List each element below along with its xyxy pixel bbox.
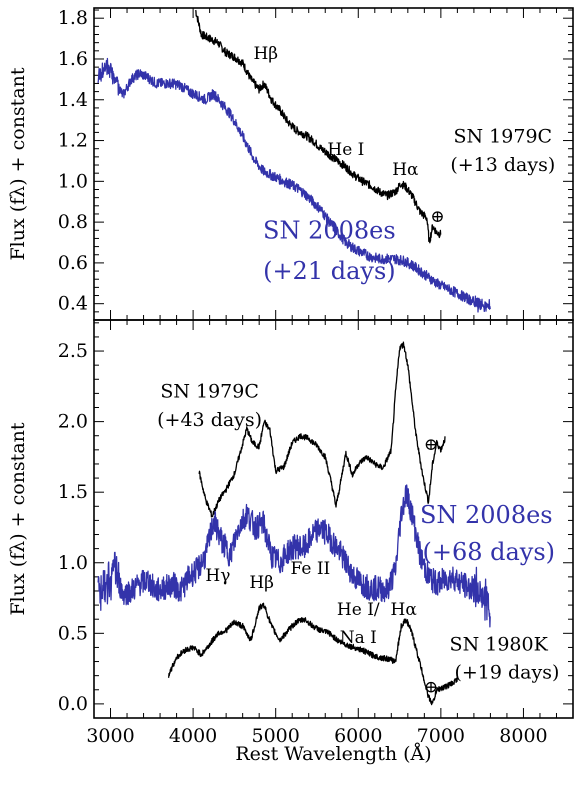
x-tick-label: 6000 [334, 725, 382, 747]
y-tick-label: 0.0 [58, 693, 88, 715]
annotation-label: (+19 days) [454, 661, 559, 683]
annotation-label: (+21 days) [263, 257, 396, 285]
y-axis-label: Flux (fλ) + constant [7, 422, 29, 615]
plot-frame [93, 319, 574, 719]
annotation-label: SN 1979C [454, 126, 553, 148]
y-tick-label: 0.6 [58, 252, 88, 274]
annotation-label: (+68 days) [422, 538, 555, 566]
x-tick-label: 4000 [169, 725, 217, 747]
spectrum-line [97, 484, 491, 628]
y-tick-label: 1.0 [58, 170, 88, 192]
y-tick-label: 1.5 [58, 481, 88, 503]
spectra-group [97, 9, 491, 313]
x-tick-label: 3000 [86, 725, 134, 747]
annotation-label: (+43 days) [157, 409, 262, 431]
y-tick-label: 1.8 [58, 7, 88, 29]
annotation-label: Na I [340, 628, 377, 648]
top-panel: 0.4 0.6 0.8 1.0 1.2 1.4 1.6 1.8 Flux (fλ) + cons… [7, 7, 574, 321]
annotation-label: SN 2008es [263, 216, 396, 244]
y-tick-label: 0.8 [58, 211, 88, 233]
y-tick-label: 1.6 [58, 48, 88, 70]
annotation-label: ⊕ [424, 678, 438, 698]
spectra-group [97, 341, 491, 706]
x-tick-label: 7000 [417, 725, 465, 747]
y-axis-label: Flux (fλ) + constant [7, 67, 29, 260]
y-tick-label: 0.5 [58, 622, 88, 644]
annotation-label: Hα [392, 160, 419, 180]
annotation-label: Hγ [205, 566, 230, 586]
x-tick-label: 5000 [252, 725, 300, 747]
y-tick-label: 2.5 [58, 340, 88, 362]
annotation-label: (+13 days) [450, 154, 555, 176]
x-axis-label: Rest Wavelength (Å) [235, 743, 431, 765]
spectrum-line [97, 57, 491, 313]
spectrum-line [194, 9, 442, 244]
spectrum-line [167, 602, 459, 706]
y-tick-label: 1.2 [58, 130, 88, 152]
annotation-label: SN 1979C [160, 381, 259, 403]
spectrum-line [198, 341, 446, 518]
annotation-label: He I/ [337, 600, 380, 620]
annotation-label: Hβ [253, 44, 278, 64]
y-tick-label: 1.4 [58, 89, 88, 111]
annotation-label: He I [327, 140, 364, 160]
annotation-label: Fe II [290, 559, 330, 579]
annotation-label: Hα [391, 600, 418, 620]
y-tick-label: 1.0 [58, 552, 88, 574]
annotation-label: SN 2008es [420, 501, 553, 529]
annotation-label: ⊕ [430, 207, 444, 227]
y-tick-label: 0.4 [58, 293, 88, 315]
annotation-label: Hβ [249, 573, 274, 593]
x-tick-label: 8000 [499, 725, 547, 747]
annotation-label: ⊕ [424, 435, 438, 455]
annotation-label: SN 1980K [450, 633, 549, 655]
y-tick-label: 2.0 [58, 411, 88, 433]
bottom-panel: 0.0 0.5 1.0 1.5 2.0 2.5 3000 4000 5000 6000 7000 80… [7, 319, 574, 765]
